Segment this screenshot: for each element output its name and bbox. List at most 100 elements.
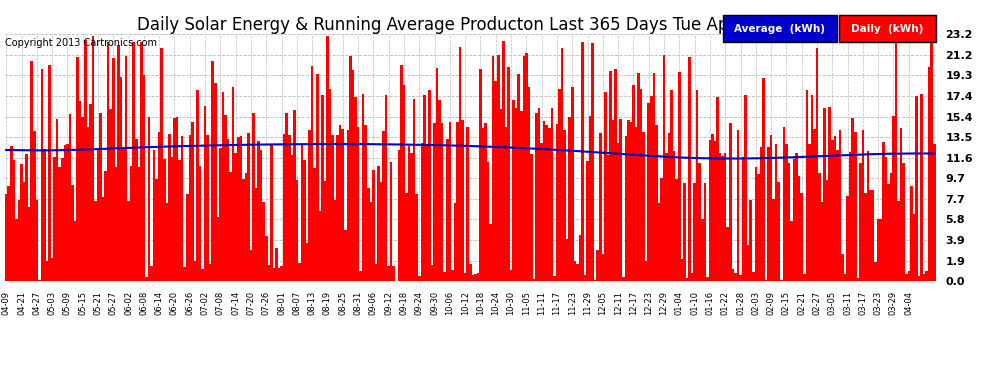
Bar: [617, 143, 620, 281]
Bar: [688, 57, 691, 281]
Bar: [866, 151, 869, 281]
Bar: [23, 182, 26, 281]
Bar: [339, 124, 342, 281]
Bar: [512, 100, 515, 281]
Bar: [772, 199, 775, 281]
Bar: [332, 135, 334, 281]
Bar: [416, 194, 418, 281]
Bar: [385, 95, 387, 281]
Bar: [801, 193, 803, 281]
Bar: [668, 133, 670, 281]
Bar: [737, 129, 740, 281]
Bar: [206, 135, 209, 281]
Bar: [84, 40, 86, 281]
Bar: [351, 70, 354, 281]
Bar: [604, 92, 607, 281]
Bar: [367, 188, 369, 281]
Bar: [620, 118, 622, 281]
Bar: [319, 211, 321, 281]
Bar: [257, 141, 260, 281]
Bar: [252, 113, 254, 281]
Bar: [851, 118, 854, 281]
Bar: [545, 125, 548, 281]
Bar: [729, 123, 732, 281]
Bar: [298, 263, 301, 281]
Bar: [431, 265, 434, 281]
Text: Average  (kWh): Average (kWh): [735, 24, 825, 34]
Bar: [627, 120, 630, 281]
Bar: [278, 268, 280, 281]
Bar: [254, 188, 257, 281]
Bar: [308, 130, 311, 281]
Bar: [683, 183, 686, 281]
Bar: [630, 122, 633, 281]
Bar: [15, 219, 18, 281]
Bar: [864, 193, 866, 281]
Bar: [243, 178, 245, 281]
Bar: [49, 65, 50, 281]
Bar: [41, 69, 44, 281]
Bar: [178, 160, 181, 281]
Bar: [418, 276, 421, 281]
Bar: [128, 201, 130, 281]
Bar: [497, 55, 500, 281]
Bar: [816, 48, 819, 281]
Bar: [892, 116, 895, 281]
Bar: [487, 162, 489, 281]
Bar: [795, 153, 798, 281]
Bar: [586, 160, 589, 281]
Bar: [466, 127, 469, 281]
Bar: [326, 36, 329, 281]
Bar: [283, 134, 285, 281]
Bar: [183, 267, 186, 281]
Bar: [525, 54, 528, 281]
Bar: [58, 167, 61, 281]
Bar: [110, 108, 112, 281]
Bar: [813, 129, 816, 281]
Bar: [405, 194, 408, 281]
Bar: [764, 280, 767, 281]
Bar: [476, 273, 479, 281]
Bar: [727, 226, 729, 281]
Bar: [68, 114, 71, 281]
Bar: [143, 75, 146, 281]
Bar: [869, 190, 872, 281]
Bar: [217, 217, 219, 281]
Bar: [887, 184, 890, 281]
Bar: [877, 219, 879, 281]
Bar: [56, 119, 58, 281]
Bar: [665, 153, 668, 281]
Bar: [288, 135, 290, 281]
Bar: [334, 200, 337, 281]
Bar: [316, 74, 319, 281]
Bar: [895, 40, 897, 281]
Bar: [446, 138, 448, 281]
Bar: [775, 144, 777, 281]
Bar: [722, 156, 724, 281]
Bar: [224, 115, 227, 281]
Bar: [714, 141, 717, 281]
Bar: [790, 221, 793, 281]
Bar: [788, 163, 790, 281]
Bar: [538, 108, 541, 281]
Bar: [188, 135, 191, 281]
Bar: [61, 158, 63, 281]
Bar: [204, 106, 206, 281]
Bar: [510, 270, 512, 281]
Bar: [342, 129, 345, 281]
Bar: [494, 81, 497, 281]
Bar: [856, 278, 859, 281]
Bar: [212, 61, 214, 281]
Bar: [453, 202, 456, 281]
Bar: [369, 202, 372, 281]
Bar: [262, 202, 265, 281]
Bar: [441, 123, 444, 281]
Bar: [872, 190, 874, 281]
Bar: [711, 134, 714, 281]
Bar: [321, 95, 324, 281]
Bar: [458, 46, 461, 281]
Bar: [568, 117, 571, 281]
Bar: [214, 83, 217, 281]
Bar: [757, 174, 759, 281]
Bar: [826, 180, 829, 281]
